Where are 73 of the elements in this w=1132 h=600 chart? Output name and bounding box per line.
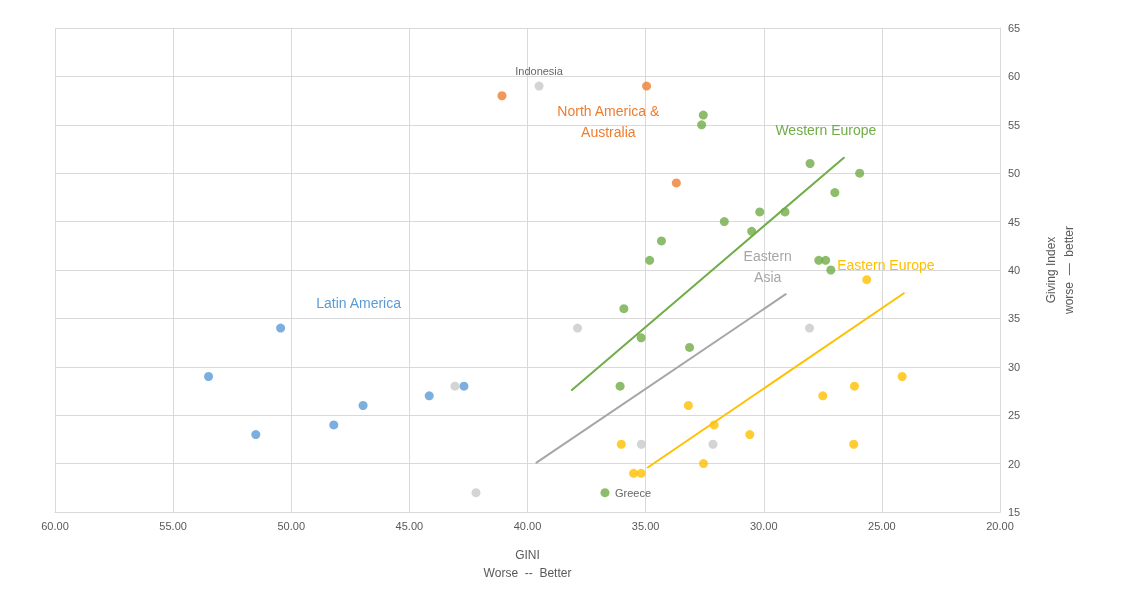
- point: [645, 255, 655, 265]
- point: [534, 81, 544, 91]
- point: [636, 333, 646, 343]
- point: [358, 401, 368, 411]
- series-label: North America & Australia: [557, 103, 660, 141]
- text: Western Europe: [775, 121, 877, 138]
- point: [697, 120, 707, 130]
- y-axis-title: Giving Index worse — better: [1044, 225, 1076, 316]
- point: [818, 391, 828, 401]
- point: [251, 430, 261, 440]
- text: Latin America: [316, 295, 402, 312]
- point: [616, 439, 626, 449]
- point: [629, 468, 639, 478]
- point: [471, 488, 481, 498]
- point: [656, 236, 666, 246]
- y-tick-label: 50: [1008, 167, 1021, 180]
- x-tick-label: 60.00: [41, 519, 69, 532]
- point: [459, 381, 469, 391]
- point: [821, 255, 831, 265]
- point: [683, 401, 693, 411]
- y-tick-label: 35: [1008, 312, 1021, 325]
- y-tick-label: 45: [1008, 215, 1021, 228]
- x-tick-label: 20.00: [986, 519, 1014, 532]
- y-tick-label: 65: [1008, 22, 1021, 34]
- y-tick-label: 25: [1008, 409, 1021, 422]
- point: [600, 488, 610, 498]
- y-tick-label: 55: [1008, 118, 1021, 131]
- y-tick-label: 60: [1008, 70, 1021, 83]
- point: [805, 323, 815, 333]
- x-tick-label: 50.00: [277, 519, 306, 532]
- point: [450, 381, 460, 391]
- point: [497, 91, 507, 101]
- point: [830, 188, 840, 198]
- point: [619, 304, 629, 314]
- point: [897, 371, 907, 381]
- point: [855, 168, 865, 178]
- point: [573, 323, 583, 333]
- point: [862, 275, 872, 285]
- text: Eastern Europe: [837, 257, 935, 274]
- y-tick-label: 40: [1008, 264, 1021, 276]
- x-tick-label: 45.00: [395, 519, 424, 532]
- point: [424, 391, 434, 401]
- x-axis-title: GINI Worse -- Better: [483, 548, 572, 580]
- point: [204, 371, 214, 381]
- point: [636, 468, 646, 478]
- point: [698, 110, 708, 120]
- point: [745, 430, 755, 440]
- point: [699, 459, 709, 469]
- x-tick-label: 30.00: [749, 519, 778, 532]
- point: [671, 178, 681, 188]
- point: [849, 439, 859, 449]
- annotation: Indonesia: [515, 64, 564, 77]
- x-tick-label: 35.00: [631, 519, 660, 532]
- point: [642, 81, 652, 91]
- point: [615, 381, 625, 391]
- point: [685, 342, 695, 352]
- point: [826, 265, 836, 275]
- y-tick-label: 20: [1008, 457, 1021, 470]
- x-tick-label: 25.00: [868, 519, 896, 532]
- point: [755, 207, 765, 217]
- x-tick-label: 40.00: [513, 519, 542, 532]
- point: [719, 217, 729, 227]
- point: [636, 439, 646, 449]
- series-label: Eastern Asia: [743, 247, 792, 285]
- point: [276, 323, 286, 333]
- point: [849, 381, 859, 391]
- x-tick-label: 55.00: [159, 519, 187, 532]
- y-tick-label: 30: [1008, 360, 1021, 373]
- y-tick-label: 15: [1008, 506, 1021, 518]
- point: [708, 439, 718, 449]
- annotation: Greece: [614, 486, 652, 499]
- point: [805, 159, 815, 169]
- point: [329, 420, 339, 430]
